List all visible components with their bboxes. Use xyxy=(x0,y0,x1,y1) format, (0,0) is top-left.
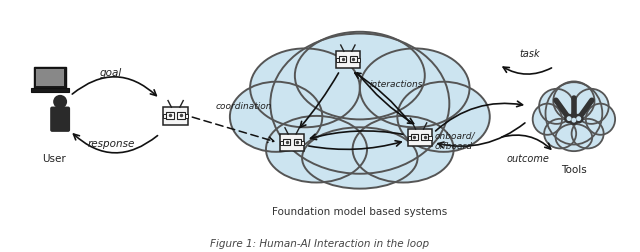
Circle shape xyxy=(53,95,67,109)
Ellipse shape xyxy=(230,82,323,152)
Ellipse shape xyxy=(539,89,574,124)
Text: outcome: outcome xyxy=(506,154,549,164)
Text: interactions: interactions xyxy=(370,80,423,89)
Circle shape xyxy=(572,118,577,123)
Text: User: User xyxy=(42,154,66,164)
Text: response: response xyxy=(87,139,134,149)
Bar xyxy=(294,139,301,145)
Ellipse shape xyxy=(586,104,615,135)
Ellipse shape xyxy=(554,81,595,120)
Text: task: task xyxy=(519,49,540,59)
Bar xyxy=(421,134,428,140)
Bar xyxy=(284,139,291,145)
Bar xyxy=(349,56,356,62)
Bar xyxy=(356,58,360,62)
Bar xyxy=(428,136,431,140)
Ellipse shape xyxy=(353,116,454,182)
Bar xyxy=(301,141,304,145)
Bar xyxy=(411,134,418,140)
Text: onboard/
offboard: onboard/ offboard xyxy=(435,132,475,151)
Text: Figure 1: Human-AI Interaction in the loop: Figure 1: Human-AI Interaction in the lo… xyxy=(211,239,429,249)
Ellipse shape xyxy=(545,82,602,145)
Circle shape xyxy=(576,116,581,121)
Bar xyxy=(336,58,339,62)
Ellipse shape xyxy=(266,116,367,182)
Bar xyxy=(280,141,284,145)
Bar xyxy=(163,107,188,125)
Ellipse shape xyxy=(250,48,360,127)
Bar xyxy=(280,134,304,151)
Bar xyxy=(36,69,64,86)
Bar xyxy=(408,136,411,140)
Circle shape xyxy=(569,115,579,125)
Ellipse shape xyxy=(544,119,576,148)
Ellipse shape xyxy=(360,48,470,127)
Ellipse shape xyxy=(556,124,592,151)
Bar xyxy=(35,67,66,88)
Bar xyxy=(31,88,69,92)
Bar xyxy=(336,51,360,68)
Bar xyxy=(339,56,346,62)
Ellipse shape xyxy=(397,82,490,152)
Circle shape xyxy=(564,114,574,123)
FancyBboxPatch shape xyxy=(50,107,70,132)
Text: Tools: Tools xyxy=(561,165,587,175)
Ellipse shape xyxy=(270,34,449,174)
Bar xyxy=(177,112,185,119)
Ellipse shape xyxy=(295,32,425,119)
Ellipse shape xyxy=(574,89,609,124)
Bar xyxy=(408,129,431,146)
Bar xyxy=(166,112,174,119)
Text: Foundation model based systems: Foundation model based systems xyxy=(272,207,447,217)
Text: coordination: coordination xyxy=(216,102,272,110)
Ellipse shape xyxy=(302,127,417,189)
Bar xyxy=(185,114,188,118)
Bar xyxy=(163,114,166,118)
Ellipse shape xyxy=(572,119,604,148)
Circle shape xyxy=(573,114,584,123)
Ellipse shape xyxy=(532,104,562,135)
Text: goal: goal xyxy=(100,68,122,78)
Circle shape xyxy=(566,116,572,121)
